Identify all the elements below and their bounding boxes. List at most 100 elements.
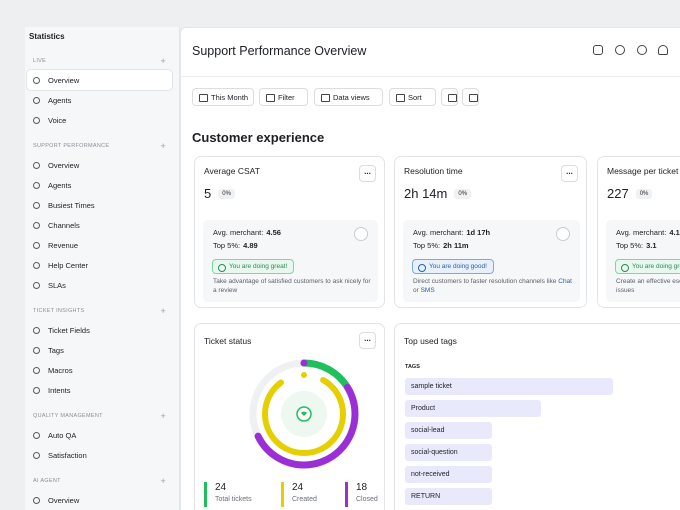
stat-value: 24 (215, 482, 227, 493)
add-icon[interactable]: + (160, 306, 166, 316)
nav-label: Auto QA (48, 430, 77, 440)
main-panel: Support Performance Overview This Month F… (180, 27, 680, 510)
icon-button[interactable] (637, 45, 647, 55)
add-icon[interactable]: + (160, 476, 166, 486)
nav-label: Voice (48, 115, 67, 125)
nav-icon (33, 76, 40, 84)
tag-bar: Product (405, 400, 541, 417)
nav-item[interactable]: Voice (27, 110, 172, 130)
toolbar-button[interactable]: Filter (259, 88, 308, 106)
icon-button[interactable] (615, 45, 625, 55)
nav-item[interactable]: Overview (27, 155, 172, 175)
more-button[interactable]: ... (359, 165, 376, 182)
top-line: Top 5%: 4.89 (213, 241, 258, 250)
spacer (25, 400, 179, 407)
icon-button[interactable] (658, 45, 668, 55)
nav-item[interactable]: Agents (27, 90, 172, 110)
label: Top 5%: (213, 241, 241, 250)
top-value: 3.1 (646, 241, 657, 250)
toolbar-button[interactable]: Sort (389, 88, 436, 106)
nav-item[interactable]: Busiest Times (27, 195, 172, 215)
nav-label: Revenue (48, 240, 79, 250)
nav-list: LIVE + Overview Agents Voice SUPPORT PERFORMA… (25, 52, 179, 510)
icon-button[interactable] (441, 88, 458, 106)
nav-item[interactable]: SLAs (27, 275, 172, 295)
tip: Direct customers to faster resolution ch… (413, 278, 575, 295)
nav-icon (33, 346, 40, 354)
nav-icon (33, 116, 40, 124)
nav-item[interactable]: Overview (27, 70, 172, 90)
nav-icon (33, 281, 40, 289)
more-button[interactable]: ... (359, 332, 376, 349)
toolbar-button[interactable]: This Month (192, 88, 254, 106)
nav-icon (33, 386, 40, 394)
section-heading: AI AGENT (33, 478, 61, 484)
section-heading: QUALITY MANAGEMENT (33, 413, 103, 419)
tip: Create an effective escalation process f… (616, 278, 680, 295)
merchant-line: Avg. merchant: 4.1 (616, 228, 680, 237)
nav-item[interactable]: Satisfaction (27, 445, 172, 465)
expand-button[interactable] (556, 227, 570, 241)
label: Avg. merchant: (616, 228, 667, 237)
tip-text: Create an effective escalation process f… (616, 278, 680, 294)
top-value: 4.89 (243, 241, 258, 250)
section-heading: TICKET INSIGHTS (33, 308, 85, 314)
nav-label: Overview (48, 160, 80, 170)
stat: 18 Closed (345, 482, 378, 507)
nav-icon (33, 201, 40, 209)
label: Avg. merchant: (213, 228, 264, 237)
tag-bar: RETURN (405, 488, 492, 505)
nav-item[interactable]: Overview (27, 490, 172, 510)
stat: 24 Created (281, 482, 317, 507)
change-badge: 0% (218, 188, 235, 199)
tags-heading: TAGS (405, 364, 420, 370)
benchmark-box: Avg. merchant: 1d 17h Top 5%: 2h 11m You are… (403, 220, 580, 302)
metric-card: Average CSAT... 5 0% Avg. merchant: 4.56 Top … (194, 156, 385, 308)
nav-item[interactable]: Tags (27, 340, 172, 360)
sidebar-title: Statistics (29, 32, 65, 41)
top-line: Top 5%: 3.1 (616, 241, 657, 250)
metric-card: Resolution time... 2h 14m 0% Avg. merchant:… (394, 156, 587, 308)
nav-label: Satisfaction (48, 450, 87, 460)
nav-item[interactable]: Revenue (27, 235, 172, 255)
merchant-value: 4.1 (669, 228, 680, 237)
nav-item[interactable]: Ticket Fields (27, 320, 172, 340)
section-title: Customer experience (192, 130, 325, 145)
card-title: Resolution time (404, 166, 463, 176)
top-value: 2h 11m (443, 241, 469, 250)
status-badge: You are doing great! (615, 259, 680, 274)
add-icon[interactable]: + (160, 141, 166, 151)
link[interactable]: SMS (420, 286, 435, 294)
icon-button[interactable] (462, 88, 479, 106)
more-button[interactable]: ... (561, 165, 578, 182)
add-icon[interactable]: + (160, 411, 166, 421)
toolbar-button[interactable]: Data views (314, 88, 383, 106)
icon-button[interactable] (593, 45, 603, 55)
label: Top 5%: (413, 241, 441, 250)
nav-icon (33, 496, 40, 504)
link[interactable]: Chat (558, 278, 572, 285)
merchant-line: Avg. merchant: 1d 17h (413, 228, 490, 237)
nav-item[interactable]: Auto QA (27, 425, 172, 445)
nav-icon (33, 326, 40, 334)
nav-icon (33, 261, 40, 269)
merchant-line: Avg. merchant: 4.56 (213, 228, 281, 237)
nav-icon (33, 366, 40, 374)
nav-label: Agents (48, 180, 72, 190)
nav-label: Help Center (48, 260, 89, 270)
nav-item[interactable]: Help Center (27, 255, 172, 275)
nav-item[interactable]: Macros (27, 360, 172, 380)
sidebar: Statistics LIVE + Overview Agents Voice SUPPO… (25, 27, 180, 510)
nav-label: Overview (48, 75, 80, 85)
nav-item[interactable]: Intents (27, 380, 172, 400)
nav-item[interactable]: Channels (27, 215, 172, 235)
status-badge: You are doing great! (212, 259, 295, 274)
nav-icon (33, 431, 40, 439)
tip: Take advantage of satisfied customers to… (213, 278, 375, 295)
expand-button[interactable] (354, 227, 368, 241)
add-icon[interactable]: + (160, 56, 166, 66)
nav-icon (33, 241, 40, 249)
tip-text: Direct customers to faster resolution ch… (413, 278, 557, 285)
nav-item[interactable]: Agents (27, 175, 172, 195)
